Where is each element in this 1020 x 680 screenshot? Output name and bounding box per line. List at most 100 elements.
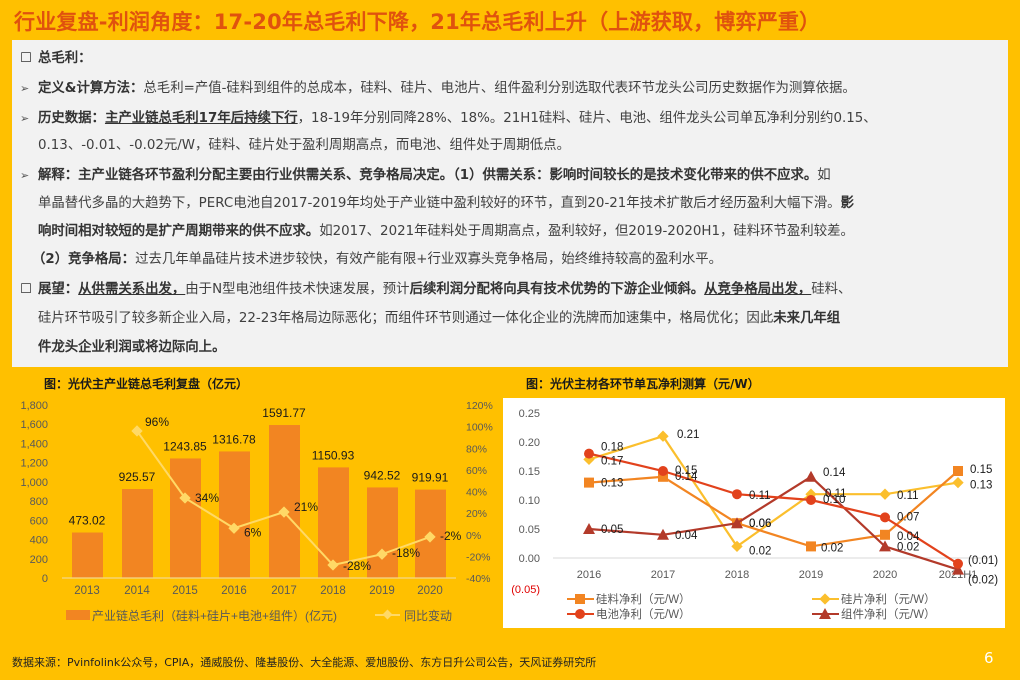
point-label: (0.01) <box>968 555 998 567</box>
point-label: 0.05 <box>601 524 623 536</box>
y-left-tick: 1,200 <box>20 458 48 470</box>
y-left-tick: 1,000 <box>20 477 48 489</box>
x-tick: 2020 <box>417 585 443 597</box>
history-underline: 主产业链总毛利17年后持续下行 <box>104 111 298 126</box>
right-chart-title: 图：光伏主材各环节单瓦净利测算（元/W） <box>526 377 760 391</box>
series-line <box>588 452 959 565</box>
explain-bold: 影 <box>840 196 854 211</box>
x-tick: 2018 <box>725 569 749 581</box>
legend-label: 组件净利（元/W） <box>841 607 936 621</box>
outlook-line-2: 硅片环节吸引了较多新企业入局，22-23年格局边际恶化；而组件环节则通过一体化企… <box>38 308 840 330</box>
diamond-marker <box>731 540 743 553</box>
history-label: 历史数据： <box>38 111 105 126</box>
square-marker <box>584 477 594 488</box>
bar-label: 1243.85 <box>163 439 207 453</box>
legend-label: 电池净利（元/W） <box>596 607 691 621</box>
yoy-label: -28% <box>343 559 371 573</box>
checkbox-bullet-icon: ☐ <box>20 51 33 66</box>
y-right-tick: 0% <box>466 530 481 542</box>
arrow-bullet-icon: ➢ <box>20 112 30 125</box>
point-label: 0.07 <box>897 511 919 523</box>
circle-marker <box>575 609 585 619</box>
diamond-marker <box>657 430 669 442</box>
bar-label: 919.91 <box>412 471 449 485</box>
square-marker <box>575 594 585 604</box>
net-profit-chart: (0.05) 0.00 0.05 0.10 0.15 0.20 0.25 2016 2017 20… <box>511 408 998 621</box>
circle-marker <box>658 466 668 476</box>
triangle-marker <box>952 563 964 575</box>
diamond-marker <box>819 593 831 605</box>
explain-bold: （2）竞争格局： <box>32 252 136 267</box>
yoy-marker <box>228 522 240 534</box>
x-tick: 2019 <box>369 585 395 597</box>
outlook-line-3: 件龙头企业利润或将边际向上。 <box>38 340 226 355</box>
y-left-tick: 600 <box>30 515 48 527</box>
y-right-tick: 60% <box>466 465 487 477</box>
diamond-marker <box>952 476 964 489</box>
bar <box>367 487 398 578</box>
legend-bar-label: 产业链总毛利（硅料+硅片+电池+组件）(亿元) <box>92 608 337 623</box>
point-label: 0.13 <box>970 480 992 492</box>
circle-marker <box>880 512 890 523</box>
yoy-label: 34% <box>195 491 219 505</box>
bar-label: 1150.93 <box>312 448 355 462</box>
point-label: 0.04 <box>897 531 920 543</box>
outlook-label: 展望： <box>38 282 79 297</box>
series-line <box>588 434 959 548</box>
y-tick: 0.25 <box>519 408 540 420</box>
bar-label: 1316.78 <box>212 432 256 446</box>
outlook-text: 硅片环节吸引了较多新企业入局，22-23年格局边际恶化；而组件环节则通过一体化企… <box>38 311 774 326</box>
triangle-marker <box>583 523 595 534</box>
y-right-tick: 20% <box>466 508 487 520</box>
x-tick: 2015 <box>172 585 198 597</box>
point-label: 0.10 <box>823 494 845 506</box>
point-label: 0.18 <box>601 442 623 454</box>
x-tick: 2019 <box>799 569 823 581</box>
yoy-label: 21% <box>294 500 318 514</box>
point-label: 0.17 <box>601 455 623 467</box>
x-tick: 2021H1 <box>939 569 978 581</box>
bar <box>219 451 250 578</box>
explain-line-1: ➢ 解释：主产业链各环节盈利分配主要由行业供需关系、竞争格局决定。（1）供需关系：… <box>20 165 831 187</box>
series-line <box>588 475 959 571</box>
y-left-tick: 1,600 <box>20 419 48 431</box>
point-label: 0.21 <box>677 429 699 441</box>
bar-label: 1591.77 <box>262 406 306 420</box>
triangle-marker <box>819 608 831 619</box>
circle-marker <box>732 489 742 500</box>
point-label: 0.02 <box>897 541 919 553</box>
definition-line: ➢ 定义&计算方法：总毛利=产值-硅料到组件的总成本，硅料、硅片、电池片、组件盈利… <box>20 78 856 100</box>
square-marker <box>806 541 816 552</box>
y-right-tick: -40% <box>466 573 491 585</box>
outlook-bold: 未来几年组 <box>773 311 841 326</box>
history-text: ，18-19年分别同降28%、18%。21H1硅料、硅片、电池、组件龙头公司单瓦… <box>297 111 877 126</box>
left-chart-title: 图：光伏主产业链总毛利复盘（亿元） <box>44 377 249 391</box>
bar-label: 925.57 <box>119 470 156 484</box>
data-source: 数据来源：Pvinfolink公众号，CPIA，通威股份、隆基股份、大全能源、爱… <box>12 656 597 669</box>
y-tick: (0.05) <box>511 584 540 596</box>
x-tick: 2017 <box>271 585 297 597</box>
explain-line-2: 单晶替代多晶的大趋势下，PERC电池自2017-2019年均处于产业链中盈利较好… <box>38 193 854 215</box>
point-label: 0.11 <box>897 490 919 502</box>
y-left-tick: 400 <box>30 535 48 547</box>
explain-line-3: 响时间相对较短的是扩产周期带来的供不应求。如2017、2021年硅料处于周期高点… <box>38 221 854 243</box>
yoy-marker <box>327 559 339 571</box>
point-label: 0.11 <box>749 490 771 502</box>
y-tick: 0.20 <box>519 437 540 449</box>
x-tick: 2016 <box>221 585 247 597</box>
legend-label: 硅料净利（元/W） <box>596 592 691 606</box>
triangle-marker <box>879 540 891 552</box>
explain-bold: 响时间相对较短的是扩产周期带来的供不应求。 <box>38 224 320 239</box>
point-label: 0.14 <box>675 471 698 483</box>
y-right-tick: 80% <box>466 443 487 455</box>
explain-text: 如2017、2021年硅料处于周期高点，盈利较好，但2019-2020H1，硅料… <box>319 224 854 239</box>
bar <box>170 458 201 578</box>
x-tick: 2014 <box>124 585 150 597</box>
arrow-bullet-icon: ➢ <box>20 82 30 95</box>
y-left-tick: 0 <box>42 573 48 585</box>
yoy-marker <box>131 425 143 437</box>
text-panel: ☐ 总毛利： ➢ 定义&计算方法：总毛利=产值-硅料到组件的总成本，硅料、硅片、电池… <box>12 40 1008 367</box>
bar <box>269 425 300 578</box>
explain-text: 如 <box>817 168 831 183</box>
circle-marker <box>584 448 594 459</box>
